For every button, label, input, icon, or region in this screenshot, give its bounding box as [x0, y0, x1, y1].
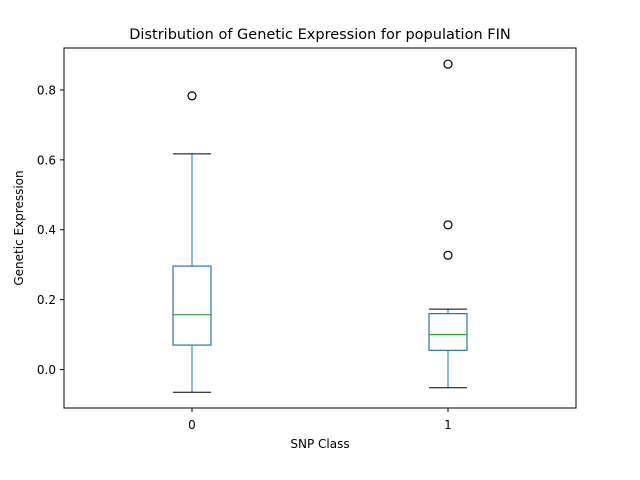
y-tick-label: 0.6	[37, 153, 56, 167]
y-axis: 0.0 0.2 0.4 0.6 0.8	[37, 83, 64, 377]
outlier-point	[187, 91, 197, 101]
iqr-box	[428, 313, 468, 351]
iqr-box	[172, 265, 212, 346]
y-axis-label: Genetic Expression	[12, 170, 26, 285]
y-tick-label: 0.2	[37, 293, 56, 307]
x-tick-label: 1	[444, 418, 452, 432]
y-tick-label: 0.8	[37, 83, 56, 97]
box-group-0	[172, 91, 212, 393]
outlier-point	[443, 220, 453, 230]
y-tick-label: 0.4	[37, 223, 56, 237]
plot-marks	[172, 59, 468, 393]
outlier-point	[443, 250, 453, 260]
outlier-point	[443, 59, 453, 69]
box-group-1	[428, 59, 468, 389]
chart-title: Distribution of Genetic Expression for p…	[129, 27, 510, 43]
x-axis-label: SNP Class	[290, 437, 349, 451]
plot-frame	[63, 47, 577, 409]
y-tick-label: 0.0	[37, 363, 56, 377]
x-tick-label: 0	[188, 418, 196, 432]
